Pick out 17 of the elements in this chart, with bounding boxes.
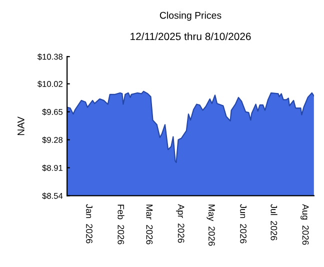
y-tick-label: $9.65 [42,108,63,116]
x-tick-label: Jun 2026 [240,204,247,244]
x-tick-label: May 2026 [206,204,215,246]
y-tick-label: $10.38 [38,53,63,60]
y-tick-label: $9.28 [42,136,63,144]
x-tick-label: Feb 2026 [118,204,124,244]
x-tick-label: Jan 2026 [86,204,92,244]
chart-title: Closing Prices [160,12,222,21]
x-tick-label: Aug 2026 [300,204,309,245]
x-tick-label: Apr 2026 [176,204,184,243]
y-tick-label: $8.91 [42,164,62,172]
chart-subtitle: 12/11/2025 thru 8/10/2026 [130,32,251,40]
y-tick-label: $10.02 [38,80,62,88]
x-tick-label: Jul 2026 [270,204,278,240]
x-tick-label: Mar 2026 [146,204,153,244]
y-tick-label: $8.54 [42,192,63,200]
y-axis-title: NAV [18,116,24,135]
